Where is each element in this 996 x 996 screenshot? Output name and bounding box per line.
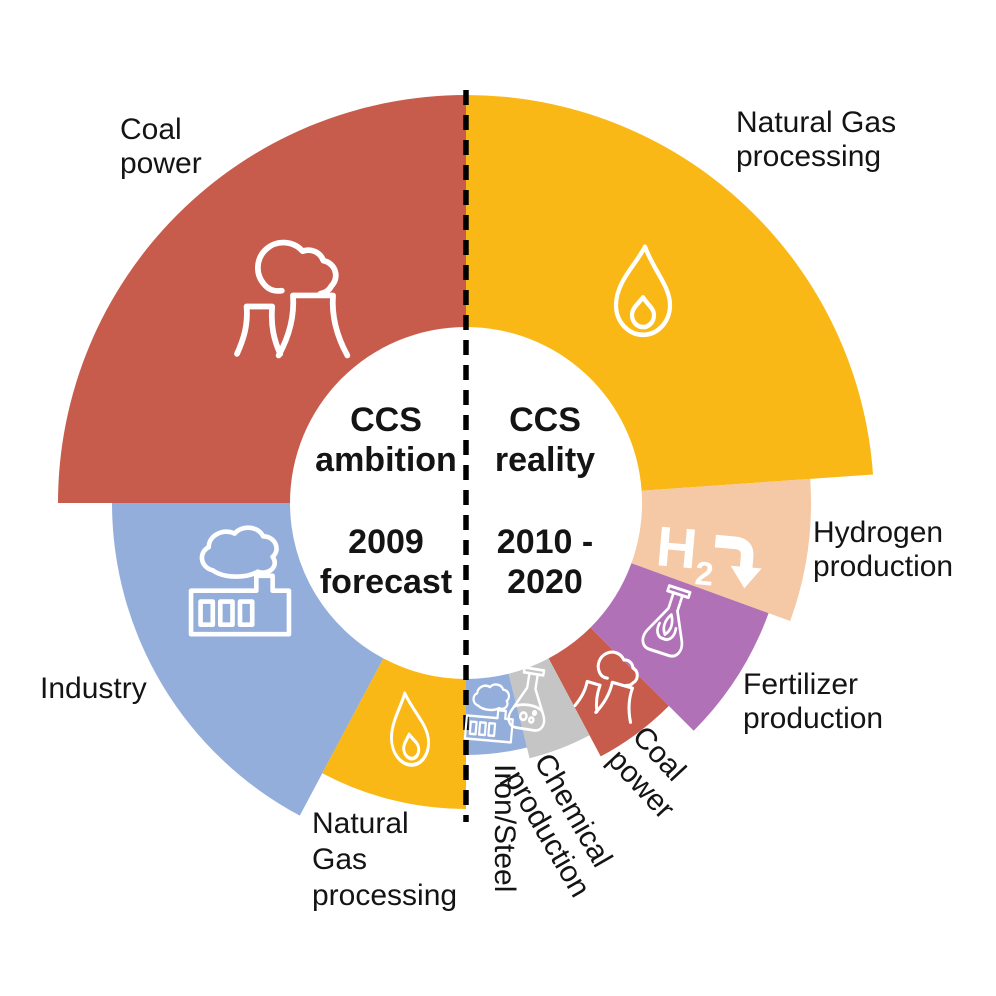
label-hydrogen-production: Hydrogen production (813, 516, 954, 583)
label-industry: Industry (40, 672, 147, 705)
flame-icon (368, 682, 448, 781)
label-fertilizer-production: Fertilizer production (743, 668, 884, 735)
label-coal-power-ambition: Coal power (120, 113, 202, 180)
segment-hydrogen-reality (631, 478, 812, 621)
label-natural-gas-ambition: Natural Gas processing (312, 807, 458, 912)
segment-industry-ambition (112, 503, 384, 816)
center-label-ambition: CCS ambition (315, 401, 457, 479)
center-label-forecast: 2009 forecast (319, 523, 453, 601)
center-label-reality: CCS reality (494, 401, 596, 479)
segment-coal-power-ambition (58, 95, 466, 503)
cooling-towers-icon (205, 218, 365, 376)
label-iron-steel: Iron/Steel (488, 764, 521, 893)
label-natural-gas-reality: Natural Gas processing (736, 106, 897, 173)
segment-natural-gas-ambition (322, 658, 466, 809)
factory-icon (455, 677, 525, 754)
center-label-years: 2010 -2020 (496, 523, 594, 601)
segment-fertilizer-reality (590, 563, 769, 731)
flame-icon (592, 238, 692, 348)
